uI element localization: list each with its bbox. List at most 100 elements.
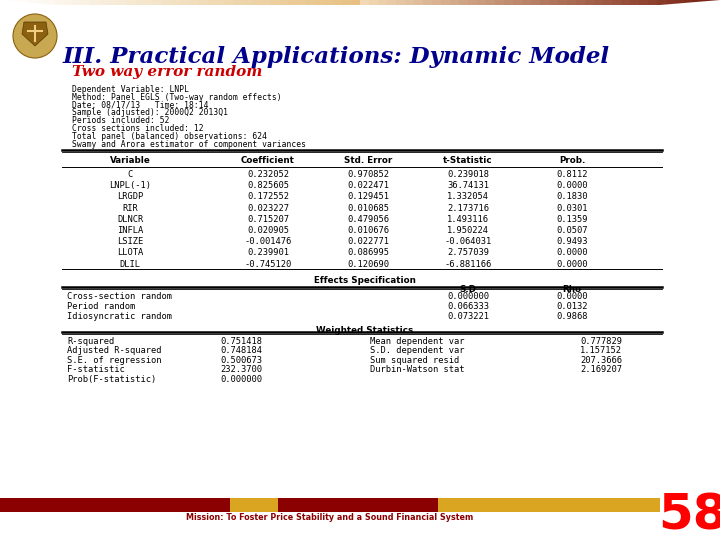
Text: Two way error random: Two way error random — [72, 65, 262, 79]
Polygon shape — [414, 0, 423, 25]
Text: 1.493116: 1.493116 — [447, 215, 489, 224]
Polygon shape — [432, 0, 441, 24]
Polygon shape — [18, 0, 27, 2]
Text: 0.0507: 0.0507 — [557, 226, 588, 235]
Text: 0.9493: 0.9493 — [557, 237, 588, 246]
Text: 0.970852: 0.970852 — [347, 170, 389, 179]
Polygon shape — [378, 0, 387, 29]
Text: 0.479056: 0.479056 — [347, 215, 389, 224]
Text: -6.881166: -6.881166 — [444, 260, 492, 268]
Polygon shape — [639, 0, 648, 6]
Text: Prob(F-statistic): Prob(F-statistic) — [67, 375, 156, 384]
Text: 0.010685: 0.010685 — [347, 204, 389, 213]
Text: Sum squared resid: Sum squared resid — [370, 356, 459, 365]
Polygon shape — [207, 0, 216, 18]
Text: 58: 58 — [658, 491, 720, 539]
Polygon shape — [702, 0, 711, 2]
Polygon shape — [108, 0, 117, 10]
Polygon shape — [405, 0, 414, 26]
Text: 1.332054: 1.332054 — [447, 192, 489, 201]
Text: Mean dependent var: Mean dependent var — [370, 337, 464, 346]
Text: S.D. dependent var: S.D. dependent var — [370, 346, 464, 355]
Polygon shape — [486, 0, 495, 19]
Bar — [0, 498, 230, 512]
Text: 0.020905: 0.020905 — [247, 226, 289, 235]
Polygon shape — [567, 0, 576, 13]
Text: Period random: Period random — [67, 302, 135, 311]
Text: 0.0000: 0.0000 — [557, 248, 588, 258]
Polygon shape — [603, 0, 612, 10]
Polygon shape — [63, 0, 72, 6]
Text: Coefficient: Coefficient — [241, 156, 295, 165]
Text: Prob.: Prob. — [559, 156, 585, 165]
Polygon shape — [216, 0, 225, 19]
Text: LLOTA: LLOTA — [117, 248, 143, 258]
Polygon shape — [630, 0, 639, 8]
Text: DLIL: DLIL — [120, 260, 140, 268]
Polygon shape — [45, 0, 54, 4]
Polygon shape — [144, 0, 153, 13]
Text: 0.023227: 0.023227 — [247, 204, 289, 213]
Text: 0.777829: 0.777829 — [580, 337, 622, 346]
Bar — [0, 0, 720, 50]
Text: RIR: RIR — [122, 204, 138, 213]
Text: 0.748184: 0.748184 — [220, 346, 262, 355]
Polygon shape — [324, 0, 333, 28]
Polygon shape — [72, 0, 81, 6]
Polygon shape — [369, 0, 378, 29]
Polygon shape — [522, 0, 531, 17]
Text: 0.000000: 0.000000 — [447, 292, 489, 301]
Polygon shape — [279, 0, 288, 24]
Text: DLNCR: DLNCR — [117, 215, 143, 224]
Text: LSIZE: LSIZE — [117, 237, 143, 246]
Polygon shape — [441, 0, 450, 23]
Text: C: C — [127, 170, 132, 179]
Text: 0.751418: 0.751418 — [220, 337, 262, 346]
Text: Sample (adjusted): 2000Q2 2013Q1: Sample (adjusted): 2000Q2 2013Q1 — [72, 109, 228, 117]
Text: 0.172552: 0.172552 — [247, 192, 289, 201]
Text: Effects Specification: Effects Specification — [314, 276, 416, 285]
Text: 0.1359: 0.1359 — [557, 215, 588, 224]
Polygon shape — [333, 0, 342, 29]
Polygon shape — [711, 0, 720, 1]
Text: -0.745120: -0.745120 — [244, 260, 292, 268]
Text: 232.3700: 232.3700 — [220, 365, 262, 374]
Text: 0.0000: 0.0000 — [557, 181, 588, 190]
Text: 0.715207: 0.715207 — [247, 215, 289, 224]
Polygon shape — [513, 0, 522, 17]
Text: Weighted Statistics: Weighted Statistics — [316, 326, 413, 335]
Text: 0.0301: 0.0301 — [557, 204, 588, 213]
Text: LNPL(-1): LNPL(-1) — [109, 181, 151, 190]
Polygon shape — [576, 0, 585, 12]
Text: 1.950224: 1.950224 — [447, 226, 489, 235]
Text: 0.239018: 0.239018 — [447, 170, 489, 179]
Text: R-squared: R-squared — [67, 337, 114, 346]
Polygon shape — [657, 0, 666, 5]
Polygon shape — [423, 0, 432, 25]
Polygon shape — [504, 0, 513, 18]
Text: 0.825605: 0.825605 — [247, 181, 289, 190]
Text: Periods included: 52: Periods included: 52 — [72, 116, 169, 125]
Polygon shape — [360, 0, 369, 30]
Polygon shape — [666, 0, 675, 4]
Polygon shape — [54, 0, 63, 5]
Polygon shape — [468, 0, 477, 21]
Text: Mission: To Foster Price Stability and a Sound Financial System: Mission: To Foster Price Stability and a… — [186, 514, 474, 523]
Text: 0.073221: 0.073221 — [447, 312, 489, 321]
Polygon shape — [297, 0, 306, 25]
Text: 0.1830: 0.1830 — [557, 192, 588, 201]
Polygon shape — [135, 0, 144, 12]
Text: 2.173716: 2.173716 — [447, 204, 489, 213]
Polygon shape — [99, 0, 108, 9]
Polygon shape — [90, 0, 99, 8]
Polygon shape — [0, 0, 9, 1]
Polygon shape — [198, 0, 207, 17]
Polygon shape — [540, 0, 549, 15]
Polygon shape — [189, 0, 198, 17]
Text: 0.0000: 0.0000 — [557, 260, 588, 268]
Polygon shape — [558, 0, 567, 14]
Text: Cross sections included: 12: Cross sections included: 12 — [72, 124, 204, 133]
Text: Rho: Rho — [562, 285, 582, 294]
Polygon shape — [180, 0, 189, 16]
Polygon shape — [117, 0, 126, 10]
